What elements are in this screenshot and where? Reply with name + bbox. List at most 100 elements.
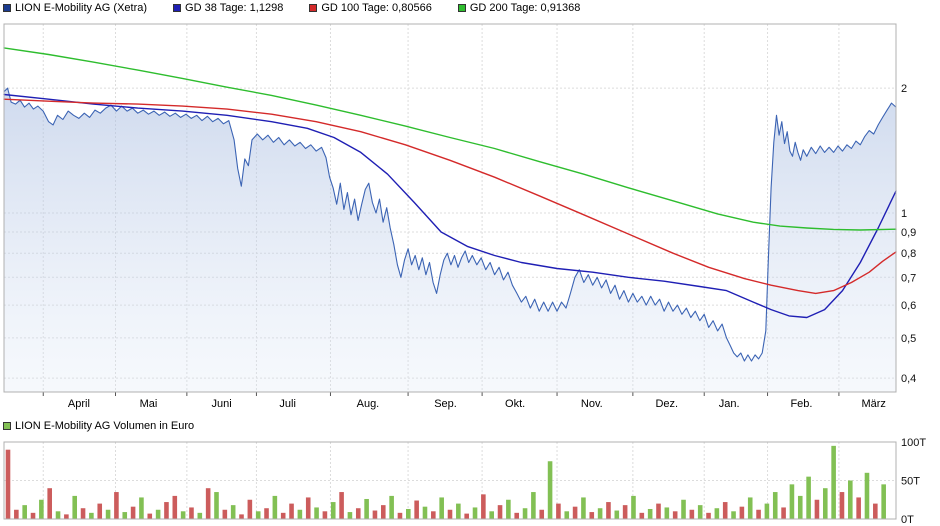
volume-bar [30,512,36,519]
price-axis-label: 0,7 [901,272,916,284]
month-label: Mai [140,398,158,410]
legend-item-gd38: GD 38 Tage: 1,1298 [173,2,283,14]
volume-bar [130,506,136,519]
volume-bar [330,502,336,519]
volume-bar [339,492,344,519]
volume-bar [681,499,686,519]
gd200-swatch-icon [457,4,466,12]
price-axis-label: 0,8 [901,248,916,260]
volume-bar [5,449,11,519]
volume-bar [597,508,603,519]
volume-bar [506,499,511,519]
volume-bar [439,497,444,519]
volume-bar [380,505,386,519]
volume-bar [689,509,695,519]
legend-item-gd200: GD 200 Tage: 0,91368 [457,2,581,14]
volume-bar [606,502,611,519]
gd100-swatch-icon [309,4,318,12]
volume-bar [447,509,453,519]
volume-bar [622,505,628,519]
legend-item-label: GD 38 Tage: 1,1298 [185,2,284,14]
volume-bar [864,472,870,519]
volume-bar [472,507,478,519]
volume-bar [230,505,236,519]
month-label: Jan. [719,398,740,410]
volume-axis-label: 100T [901,437,926,449]
volume-bar [55,511,61,519]
volume-bar [806,476,811,519]
price-axis-label: 0,9 [901,227,916,239]
volume-bar [697,505,703,519]
volume-bar [180,511,186,519]
volume-bar [72,495,78,519]
gd38-line [3,93,897,319]
volume-bar [105,509,111,519]
price-axis-label: 1 [901,208,907,220]
legend-item-label: GD 100 Tage: 0,80566 [321,2,432,14]
volume-bar [464,513,469,519]
legend-item-gd100: GD 100 Tage: 0,80566 [309,2,432,14]
month-label: Aug. [357,398,380,410]
volume-bar [797,495,803,519]
price-area [4,88,896,392]
volume-bar [422,506,428,519]
volume-bar [272,495,278,519]
legend-item-label: GD 200 Tage: 0,91368 [469,2,581,14]
volume-bar [781,507,786,519]
volume-bar [22,505,27,519]
volume-bar [214,492,219,519]
volume-bar [314,507,319,519]
volume-bar [280,512,286,519]
volume-bar [172,495,178,519]
volume-bar [822,488,828,519]
volume-chart: 100T 50T 0T [3,437,926,526]
gd100-line [3,98,897,295]
volume-bar [364,498,369,519]
volume-bar [873,503,878,519]
month-label: Feb. [790,398,812,410]
price-axis-label: 0,4 [901,373,916,385]
volume-bar [139,497,144,519]
volume-bar [297,509,303,519]
volume-bar [155,509,161,519]
volume-bar [564,511,570,519]
volume-bar [772,492,778,519]
volume-bar [389,495,394,519]
volume-bar [189,507,194,519]
volume-bars [5,445,886,519]
volume-bar [197,512,203,519]
volume-bar [714,508,720,519]
volume-bar [147,513,153,519]
month-label: Dez. [655,398,678,410]
volume-frame [3,441,897,520]
volume-bar [572,506,578,519]
volume-legend-label: LION E-Mobility AG Volumen in Euro [15,420,195,432]
volume-bar [639,512,645,519]
volume-bar [664,507,670,519]
chart-legend: LION E-Mobility AG (Xetra) GD 38 Tage: 1… [0,0,940,16]
price-axis-label: 0,5 [901,333,916,345]
volume-bar [14,509,19,519]
volume-bar [489,511,494,519]
volume-bar [289,503,294,519]
volume-bar [589,512,595,519]
instrument-swatch-icon [3,4,11,12]
volume-swatch-icon [3,422,11,430]
price-axis-label: 0,6 [901,300,916,312]
volume-bar [756,509,761,519]
volume-bar [222,509,228,519]
volume-axis-label: 50T [901,476,920,488]
price-chart: 2 1 0,9 0,8 0,7 0,6 0,5 0,4 April Mai Juni Juli Aug.… [3,23,916,410]
volume-bar [547,461,553,519]
volume-bar [239,514,244,519]
volume-bar [80,508,86,519]
volume-bar [414,500,419,519]
price-line [3,87,897,362]
month-label: April [68,398,90,410]
volume-bar [531,492,536,519]
volume-bar [706,512,711,519]
volume-bar [614,510,620,519]
gd38-swatch-icon [173,4,182,12]
month-label: Nov. [581,398,603,410]
month-label: Sep. [434,398,457,410]
